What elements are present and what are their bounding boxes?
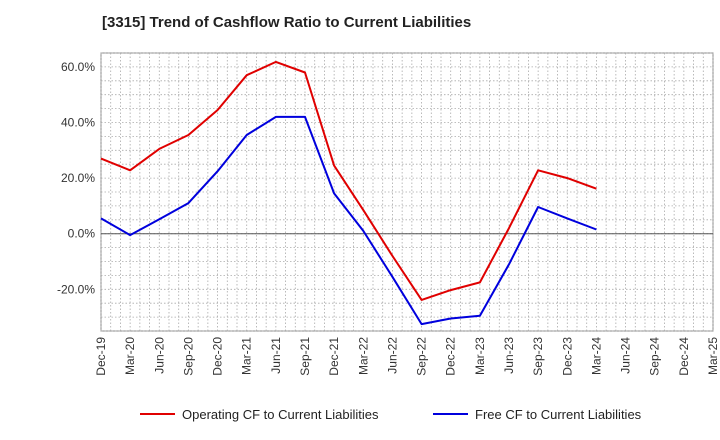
x-tick-label: Mar-25: [706, 337, 720, 375]
x-tick-label: Sep-23: [531, 337, 545, 376]
x-tick-label: Dec-22: [444, 337, 458, 376]
chart-title: [3315] Trend of Cashflow Ratio to Curren…: [102, 14, 472, 31]
x-tick-label: Dec-20: [211, 337, 225, 376]
legend-label: Free CF to Current Liabilities: [475, 407, 642, 422]
x-tick-label: Sep-22: [415, 337, 429, 376]
x-tick-label: Dec-23: [560, 337, 574, 376]
x-tick-label: Dec-24: [677, 337, 691, 376]
x-tick-label: Jun-22: [385, 337, 399, 374]
x-tick-label: Mar-22: [356, 337, 370, 375]
legend-label: Operating CF to Current Liabilities: [182, 407, 379, 422]
y-tick-label: 20.0%: [61, 171, 95, 185]
x-tick-label: Mar-24: [589, 337, 603, 375]
x-tick-label: Jun-20: [152, 337, 166, 374]
x-tick-label: Jun-24: [619, 337, 633, 374]
x-tick-label: Sep-20: [181, 337, 195, 376]
series-line-operating-cf: [100, 60, 597, 301]
y-tick-label: 0.0%: [68, 227, 96, 241]
x-tick-label: Dec-21: [327, 337, 341, 376]
x-tick-label: Jun-23: [502, 337, 516, 374]
y-tick-label: 60.0%: [61, 60, 95, 74]
x-tick-label: Sep-21: [298, 337, 312, 376]
x-tick-label: Dec-19: [94, 337, 108, 376]
y-tick-label: -20.0%: [57, 282, 95, 296]
x-tick-label: Jun-21: [269, 337, 283, 374]
x-tick-label: Mar-23: [473, 337, 487, 375]
x-tick-label: Mar-20: [123, 337, 137, 375]
series-line-free-cf: [100, 115, 597, 326]
y-tick-label: 40.0%: [61, 116, 95, 130]
x-tick-label: Sep-24: [648, 337, 662, 376]
x-tick-label: Mar-21: [240, 337, 254, 375]
